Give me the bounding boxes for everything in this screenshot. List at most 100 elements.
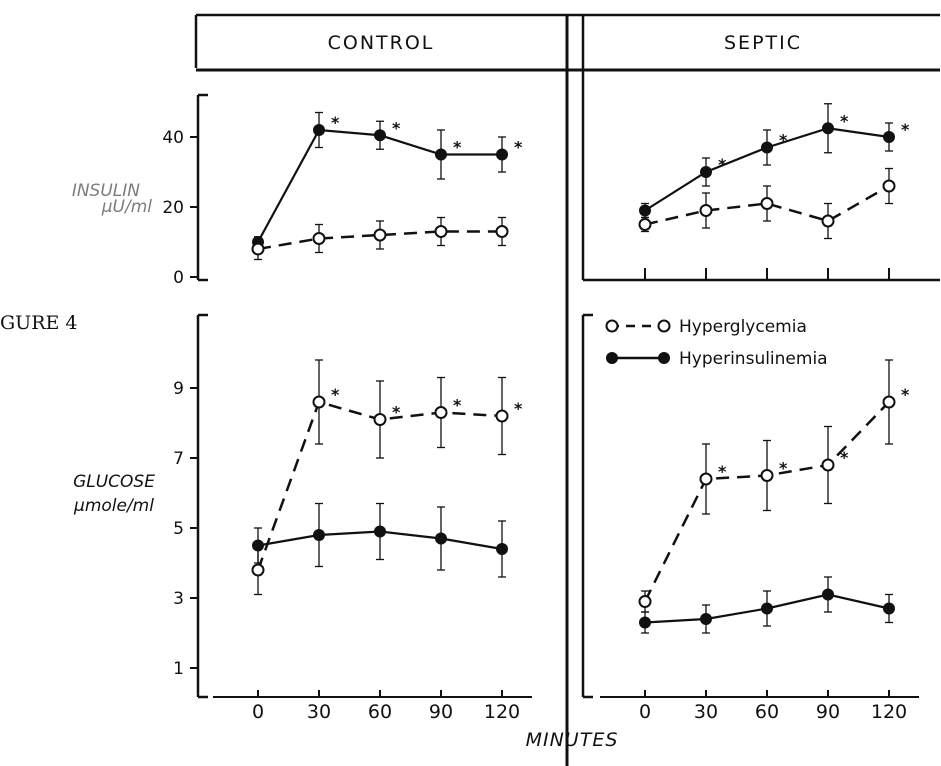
significance-marker: * xyxy=(453,138,462,157)
septic-panel-header: SEPTIC xyxy=(724,32,802,54)
data-point-filled xyxy=(313,529,325,541)
data-point-filled xyxy=(435,532,447,545)
data-point-filled xyxy=(883,131,895,143)
data-point-filled xyxy=(252,539,264,552)
data-point-open xyxy=(434,406,448,419)
legend-item-hyperinsulinemia: Hyperinsulinemia xyxy=(606,349,828,369)
x-tick-label: 120 xyxy=(484,701,520,723)
legend-label-hyperglycemia: Hyperglycemia xyxy=(679,317,807,337)
series-hyperglycemia: * * * * xyxy=(638,359,910,613)
open-circle-marker-icon xyxy=(605,319,619,333)
data-point-filled xyxy=(822,122,834,135)
series-hyperglycemia xyxy=(638,167,896,240)
data-point-filled xyxy=(639,204,651,217)
significance-marker: * xyxy=(392,403,401,422)
data-point-open xyxy=(251,242,265,256)
significance-marker: * xyxy=(840,111,849,130)
data-point-filled xyxy=(496,148,508,161)
x-tick-label: 0 xyxy=(252,701,264,723)
data-point-open xyxy=(495,225,509,238)
data-point-filled xyxy=(374,525,386,538)
significance-marker: * xyxy=(514,138,523,157)
y-tick-label: 5 xyxy=(173,519,184,539)
data-point-filled xyxy=(761,141,773,154)
series-hyperglycemia xyxy=(251,216,509,261)
data-point-open xyxy=(821,458,835,472)
x-axis-label: MINUTES xyxy=(526,729,619,751)
legend-label-hyperinsulinemia: Hyperinsulinemia xyxy=(679,349,828,369)
data-point-open xyxy=(699,204,713,217)
x-tick-label: 120 xyxy=(871,701,907,723)
significance-marker: * xyxy=(514,399,523,418)
data-point-open xyxy=(760,469,774,482)
x-tick-label: 60 xyxy=(755,701,779,723)
glucose-ylabel-line1: GLUCOSE xyxy=(73,472,155,492)
glucose-ylabel-line2: µmole/ml xyxy=(73,496,154,516)
series-hyperinsulinemia: * * * * xyxy=(252,111,523,248)
significance-marker: * xyxy=(392,118,401,137)
data-point-filled xyxy=(700,613,712,625)
data-point-filled xyxy=(700,166,712,178)
insulin-ylabel-line1: INSULIN xyxy=(72,181,140,201)
data-point-open xyxy=(821,214,835,228)
x-tick-label: 60 xyxy=(368,701,392,723)
subplot-septic-insulin: * * * * xyxy=(638,103,910,280)
x-tick-label: 30 xyxy=(694,701,718,723)
significance-marker: * xyxy=(331,113,340,132)
figure-label: GURE 4 xyxy=(0,312,78,334)
significance-marker: * xyxy=(331,385,340,404)
x-tick-label: 90 xyxy=(429,701,453,723)
x-tick-label: 30 xyxy=(307,701,331,723)
y-tick-label: 20 xyxy=(162,198,184,218)
subplot-septic-glucose: 0 30 60 90 120 * * * * xyxy=(581,313,919,723)
data-point-open xyxy=(312,395,326,409)
control-panel-header: CONTROL xyxy=(328,32,435,54)
significance-marker: * xyxy=(901,120,910,139)
data-point-filled xyxy=(822,588,834,601)
data-point-open xyxy=(251,563,265,577)
legend: Hyperglycemia Hyperinsulinemia xyxy=(605,317,828,369)
y-tick-label: 7 xyxy=(173,449,184,469)
filled-circle-marker-icon xyxy=(606,352,618,364)
y-tick-label: 0 xyxy=(173,268,184,288)
data-point-filled xyxy=(313,124,325,136)
data-point-open xyxy=(312,232,326,245)
x-tick-label: 0 xyxy=(639,701,651,723)
y-tick-label: 1 xyxy=(173,659,184,679)
legend-item-hyperglycemia: Hyperglycemia xyxy=(605,317,807,337)
series-hyperinsulinemia: * * * * xyxy=(639,103,910,219)
significance-marker: * xyxy=(718,462,727,481)
significance-marker: * xyxy=(901,385,910,404)
data-point-open xyxy=(373,228,387,242)
y-tick-label: 3 xyxy=(173,589,184,609)
data-point-filled xyxy=(435,148,447,161)
data-point-open xyxy=(699,472,713,486)
series-hyperglycemia: * * * * xyxy=(251,359,523,596)
significance-marker: * xyxy=(718,155,727,174)
open-circle-marker-icon xyxy=(657,319,671,333)
significance-marker: * xyxy=(840,448,849,467)
data-point-open xyxy=(638,595,652,608)
data-point-open xyxy=(638,218,652,231)
data-point-open xyxy=(882,395,896,409)
significance-marker: * xyxy=(779,459,788,478)
y-tick-label: 9 xyxy=(173,379,184,399)
data-point-open xyxy=(495,409,509,423)
significance-marker: * xyxy=(453,396,462,415)
data-point-filled xyxy=(883,602,895,615)
data-point-open xyxy=(760,197,774,210)
x-tick-label: 90 xyxy=(816,701,840,723)
filled-circle-marker-icon xyxy=(658,352,670,364)
panel-frame xyxy=(194,13,940,766)
data-point-open xyxy=(373,413,387,426)
series-line xyxy=(644,184,890,226)
series-hyperinsulinemia xyxy=(252,502,508,578)
insulin-ylabel-line2: µU/ml xyxy=(101,197,153,217)
series-hyperinsulinemia xyxy=(639,576,895,634)
data-point-filled xyxy=(496,543,508,555)
data-point-filled xyxy=(639,616,651,629)
data-point-filled xyxy=(761,602,773,615)
